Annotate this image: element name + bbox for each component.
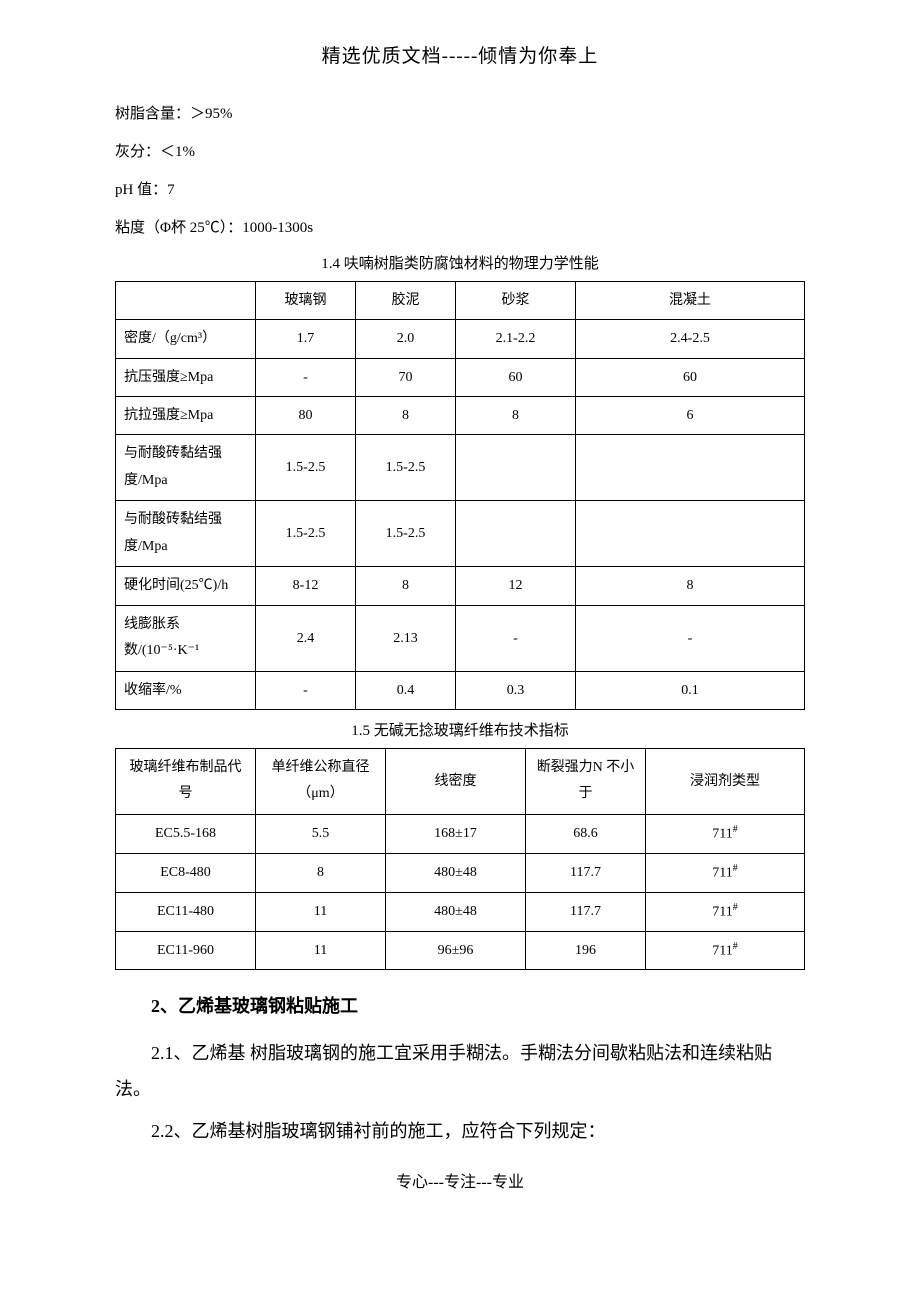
param-line: 粘度（Φ杯 25℃）：1000-1300s (115, 213, 805, 243)
page-header: 精选优质文档-----倾情为你奉上 (115, 40, 805, 74)
table2-caption: 1.5 无碱无捻玻璃纤维布技术指标 (115, 718, 805, 745)
table-row: EC11-960 11 96±96 196 711# (116, 931, 805, 970)
table-cell: 8 (256, 853, 386, 892)
section-heading: 2、乙烯基玻璃钢粘贴施工 (151, 990, 805, 1022)
table-cell: 2.0 (356, 320, 456, 358)
table-cell: 收缩率/% (116, 671, 256, 709)
table-cell: 1.7 (256, 320, 356, 358)
table-cell: 480±48 (386, 892, 526, 931)
table-cell: 12 (456, 567, 576, 605)
table-cell: EC11-960 (116, 931, 256, 970)
table-cell: 0.4 (356, 671, 456, 709)
table-cell: 711# (646, 853, 805, 892)
table-cell: 711# (646, 892, 805, 931)
table-cell: 与耐酸砖黏结强度/Mpa (116, 501, 256, 567)
table-header-cell: 砂浆 (456, 282, 576, 320)
table-cell: 0.1 (576, 671, 805, 709)
table-cell: - (256, 671, 356, 709)
fiber-spec-table: 玻璃纤维布制品代号 单纤维公称直径（μm） 线密度 断裂强力N 不小于 浸润剂类… (115, 748, 805, 971)
table-cell: - (576, 605, 805, 671)
table-cell: 1.5-2.5 (356, 501, 456, 567)
param-line: pH 值：7 (115, 175, 805, 205)
table-cell: 711# (646, 931, 805, 970)
table-cell: EC5.5-168 (116, 815, 256, 854)
table-cell: 80 (256, 396, 356, 434)
param-line: 灰分：＜1% (115, 137, 805, 167)
table-row: 抗压强度≥Mpa - 70 60 60 (116, 358, 805, 396)
table-header-cell (116, 282, 256, 320)
table-row: 与耐酸砖黏结强度/Mpa 1.5-2.5 1.5-2.5 (116, 501, 805, 567)
param-line: 树脂含量：＞95% (115, 99, 805, 129)
table-header-cell: 断裂强力N 不小于 (526, 748, 646, 814)
table-cell: 480±48 (386, 853, 526, 892)
table-cell: EC8-480 (116, 853, 256, 892)
table-cell: 线膨胀系数/(10⁻⁵·K⁻¹ (116, 605, 256, 671)
table-row: 抗拉强度≥Mpa 80 8 8 6 (116, 396, 805, 434)
table-cell: 2.13 (356, 605, 456, 671)
table-cell: 8 (356, 396, 456, 434)
page-footer: 专心---专注---专业 (115, 1169, 805, 1198)
table-cell: 117.7 (526, 892, 646, 931)
table-cell: 硬化时间(25℃)/h (116, 567, 256, 605)
table-cell (576, 434, 805, 500)
table-cell: 2.1-2.2 (456, 320, 576, 358)
table-cell (576, 501, 805, 567)
table-cell (456, 434, 576, 500)
table-cell: 8 (456, 396, 576, 434)
table1-caption: 1.4 呋喃树脂类防腐蚀材料的物理力学性能 (115, 251, 805, 278)
table-cell: 0.3 (456, 671, 576, 709)
table-row: 密度/（g/cm³） 1.7 2.0 2.1-2.2 2.4-2.5 (116, 320, 805, 358)
table-cell: 8 (356, 567, 456, 605)
table-cell: 117.7 (526, 853, 646, 892)
table-cell: EC11-480 (116, 892, 256, 931)
table-row: 线膨胀系数/(10⁻⁵·K⁻¹ 2.4 2.13 - - (116, 605, 805, 671)
table-cell: 抗压强度≥Mpa (116, 358, 256, 396)
table-row: 硬化时间(25℃)/h 8-12 8 12 8 (116, 567, 805, 605)
paragraph: 2.1、乙烯基 树脂玻璃钢的施工宜采用手糊法。手糊法分间歇粘贴法和连续粘贴法。 (115, 1035, 805, 1107)
table-header-cell: 胶泥 (356, 282, 456, 320)
table-row: 收缩率/% - 0.4 0.3 0.1 (116, 671, 805, 709)
table-cell: 711# (646, 815, 805, 854)
table-cell: 抗拉强度≥Mpa (116, 396, 256, 434)
table-row: EC11-480 11 480±48 117.7 711# (116, 892, 805, 931)
table-cell: 与耐酸砖黏结强度/Mpa (116, 434, 256, 500)
table-cell: 68.6 (526, 815, 646, 854)
table-cell: 1.5-2.5 (256, 434, 356, 500)
table-cell: - (256, 358, 356, 396)
table-cell: - (456, 605, 576, 671)
table-cell: 11 (256, 931, 386, 970)
table-cell: 2.4-2.5 (576, 320, 805, 358)
table-cell: 168±17 (386, 815, 526, 854)
table-header-cell: 玻璃纤维布制品代号 (116, 748, 256, 814)
table-cell: 2.4 (256, 605, 356, 671)
table-cell: 8-12 (256, 567, 356, 605)
table-header-cell: 单纤维公称直径（μm） (256, 748, 386, 814)
table-header-row: 玻璃钢 胶泥 砂浆 混凝土 (116, 282, 805, 320)
table-header-cell: 线密度 (386, 748, 526, 814)
table-cell: 5.5 (256, 815, 386, 854)
table-row: 与耐酸砖黏结强度/Mpa 1.5-2.5 1.5-2.5 (116, 434, 805, 500)
table-cell: 6 (576, 396, 805, 434)
table-header-cell: 玻璃钢 (256, 282, 356, 320)
table-cell: 70 (356, 358, 456, 396)
table-row: EC5.5-168 5.5 168±17 68.6 711# (116, 815, 805, 854)
table-header-cell: 浸润剂类型 (646, 748, 805, 814)
table-cell: 密度/（g/cm³） (116, 320, 256, 358)
properties-table: 玻璃钢 胶泥 砂浆 混凝土 密度/（g/cm³） 1.7 2.0 2.1-2.2… (115, 281, 805, 710)
table-cell: 8 (576, 567, 805, 605)
table-cell: 1.5-2.5 (256, 501, 356, 567)
table-cell (456, 501, 576, 567)
table-cell: 1.5-2.5 (356, 434, 456, 500)
table-cell: 196 (526, 931, 646, 970)
table-cell: 60 (456, 358, 576, 396)
table-cell: 96±96 (386, 931, 526, 970)
table-cell: 11 (256, 892, 386, 931)
table-cell: 60 (576, 358, 805, 396)
table-header-cell: 混凝土 (576, 282, 805, 320)
table-row: EC8-480 8 480±48 117.7 711# (116, 853, 805, 892)
paragraph: 2.2、乙烯基树脂玻璃钢铺衬前的施工，应符合下列规定： (115, 1113, 805, 1149)
table-header-row: 玻璃纤维布制品代号 单纤维公称直径（μm） 线密度 断裂强力N 不小于 浸润剂类… (116, 748, 805, 814)
